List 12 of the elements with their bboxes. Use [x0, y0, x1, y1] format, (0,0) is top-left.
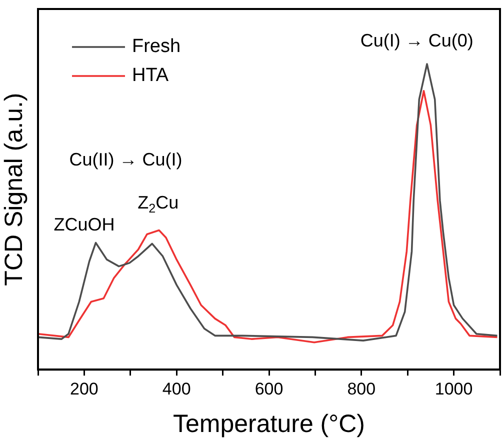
- legend-label: Fresh: [132, 36, 181, 58]
- x-tick-label: 200: [70, 379, 98, 398]
- annotation: ZCuOH: [54, 214, 115, 234]
- x-axis-title: Temperature (°C): [173, 410, 365, 438]
- x-tick-label: 800: [347, 379, 376, 398]
- text: Cu(I) → Cu(0): [360, 30, 474, 50]
- y-axis-title: TCD Signal (a.u.): [0, 92, 28, 286]
- x-tick-label: 600: [254, 379, 284, 398]
- annotation: Cu(II) → Cu(I): [69, 149, 182, 170]
- x-tick-label: 1000: [434, 379, 473, 398]
- x-tick-label: 400: [162, 379, 191, 398]
- legend-label: HTA: [132, 65, 169, 86]
